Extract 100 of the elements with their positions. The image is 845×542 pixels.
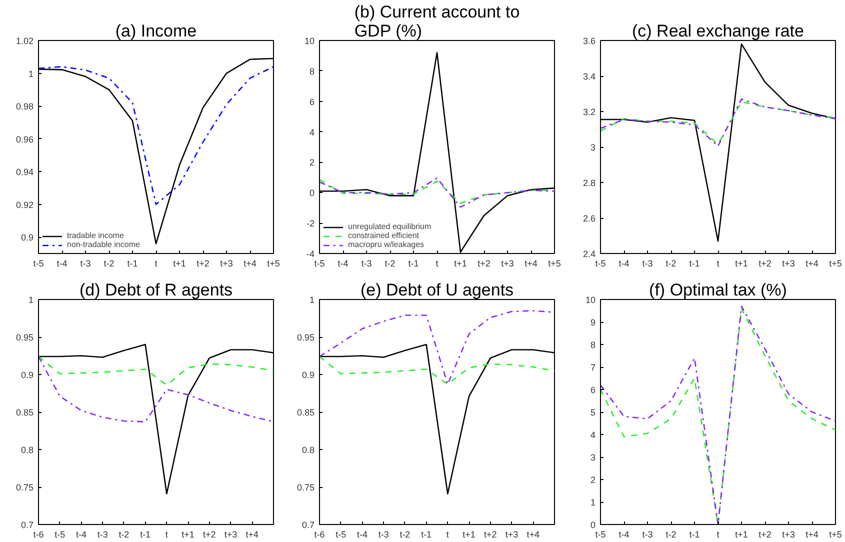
x-tick-label: t-4	[618, 258, 630, 268]
y-tick-label: 8	[590, 340, 596, 350]
x-tick-label: t-2	[384, 258, 396, 268]
y-tick-label: 2.4	[582, 249, 596, 259]
x-tick-label: t-5	[33, 258, 44, 268]
x-tick-label: t	[154, 258, 158, 268]
x-tick-label: t+2	[484, 530, 497, 540]
x-tick-label: t	[165, 530, 168, 540]
x-tick-label: t+1	[454, 258, 467, 268]
x-tick-label: t+1	[173, 258, 186, 268]
chart-title: (b) Current account to GDP (%)	[354, 2, 520, 40]
x-tick-label: t+4	[244, 258, 256, 268]
y-tick-label: 9	[590, 318, 596, 328]
y-tick-label: 0.9	[20, 232, 34, 243]
y-tick-label: 4	[590, 430, 596, 440]
y-tick-label: 0.7	[302, 520, 315, 530]
x-tick-label: t+2	[758, 530, 772, 540]
x-tick-label: t+5	[829, 258, 842, 268]
x-tick-label: t+1	[735, 530, 748, 540]
x-tick-label: t+5	[548, 258, 561, 268]
x-tick-label: t-1	[421, 530, 432, 540]
x-tick-label: t-4	[356, 530, 368, 540]
x-tick-label: t+1	[735, 258, 748, 268]
x-tick-label: t+4	[806, 530, 818, 540]
x-tick-label: t-2	[118, 530, 130, 540]
x-tick-label: t+4	[246, 530, 259, 540]
chart-title: (e) Debt of U agents	[360, 280, 514, 300]
y-tick-label: 5	[590, 408, 596, 418]
chart-title: (c) Real exchange rate	[632, 22, 804, 40]
x-tick-label: t+5	[267, 258, 280, 268]
y-tick-label: 0.75	[16, 482, 34, 492]
y-tick-label: 8	[309, 66, 315, 76]
y-tick-label: 2.6	[582, 214, 596, 224]
x-tick-label: t-1	[689, 530, 700, 540]
x-tick-label: t+4	[806, 258, 818, 268]
chart-title: (f) Optimal tax (%)	[649, 280, 787, 300]
y-tick-label: 6	[590, 385, 596, 395]
y-tick-label: 0.96	[16, 134, 34, 144]
x-tick-label: t-3	[642, 530, 653, 540]
x-tick-label: t-1	[689, 258, 700, 268]
y-tick-label: 2	[590, 475, 596, 485]
y-tick-label: 2.8	[582, 178, 596, 188]
x-tick-label: t	[716, 258, 720, 268]
x-tick-label: t-5	[336, 530, 346, 540]
y-tick-label: 0.8	[20, 445, 34, 455]
x-tick-label: t-5	[595, 258, 606, 268]
x-tick-label: t-3	[361, 258, 372, 268]
y-tick-label: 10	[304, 36, 315, 46]
y-tick-label: 0.9	[20, 370, 34, 380]
y-tick-label: 3.2	[582, 107, 596, 117]
y-tick-label: 10	[585, 295, 596, 305]
y-tick-label: 3.6	[582, 36, 596, 46]
y-tick-label: 4	[309, 127, 315, 138]
y-tick-label: 0.75	[296, 482, 315, 492]
x-tick-label: t-3	[80, 258, 91, 268]
x-tick-label: t+2	[203, 530, 216, 540]
x-tick-label: t-4	[56, 258, 68, 268]
y-tick-label: -2	[306, 218, 315, 229]
legend-label: non-tradable income	[67, 240, 140, 249]
x-tick-label: t+3	[782, 530, 795, 540]
x-tick-label: t+4	[524, 258, 538, 268]
y-tick-label: 6	[309, 96, 315, 107]
x-tick-label: t-5	[314, 258, 325, 268]
x-tick-label: t+2	[478, 258, 490, 268]
y-tick-label: 1.02	[16, 36, 34, 46]
x-tick-label: t-3	[97, 530, 108, 540]
x-tick-label: t+1	[182, 530, 194, 540]
chart-title: (a) Income	[115, 22, 197, 40]
y-tick-label: 0.85	[16, 408, 34, 418]
y-tick-label: 0.98	[16, 102, 34, 112]
x-tick-label: t-6	[33, 530, 44, 540]
legend-label: macropru w/leakages	[348, 240, 424, 249]
y-tick-label: 0	[309, 188, 315, 198]
y-tick-label: 0	[590, 520, 596, 530]
y-tick-label: 0.85	[296, 408, 315, 418]
x-tick-label: t-6	[314, 530, 325, 540]
x-tick-label: t+1	[462, 530, 476, 540]
x-tick-label: t+3	[220, 258, 233, 268]
x-tick-label: t	[716, 530, 720, 540]
y-tick-label: 3	[590, 452, 596, 462]
x-tick-label: t+3	[224, 530, 238, 540]
x-tick-label: t-3	[642, 258, 653, 268]
x-tick-label: t+3	[505, 530, 518, 540]
x-tick-label: t+3	[782, 258, 795, 268]
y-tick-label: 3	[590, 142, 596, 152]
chart-title: (d) Debt of R agents	[79, 280, 233, 300]
y-tick-label: 0.92	[16, 200, 34, 210]
y-tick-label: 0.8	[302, 445, 315, 455]
y-tick-label: 1	[28, 68, 34, 79]
y-tick-label: 3.4	[582, 72, 596, 82]
x-tick-label: t-1	[127, 258, 138, 268]
y-tick-label: 0.94	[16, 167, 34, 178]
x-tick-label: t-5	[54, 530, 66, 540]
x-tick-label: t-3	[378, 530, 389, 540]
x-tick-label: t+4	[526, 530, 540, 540]
x-tick-label: t+5	[829, 530, 842, 540]
y-tick-label: 7	[590, 362, 596, 372]
x-tick-label: t-4	[338, 258, 348, 268]
legend-label: constrained efficient	[348, 231, 420, 240]
y-tick-label: 1	[28, 295, 34, 305]
